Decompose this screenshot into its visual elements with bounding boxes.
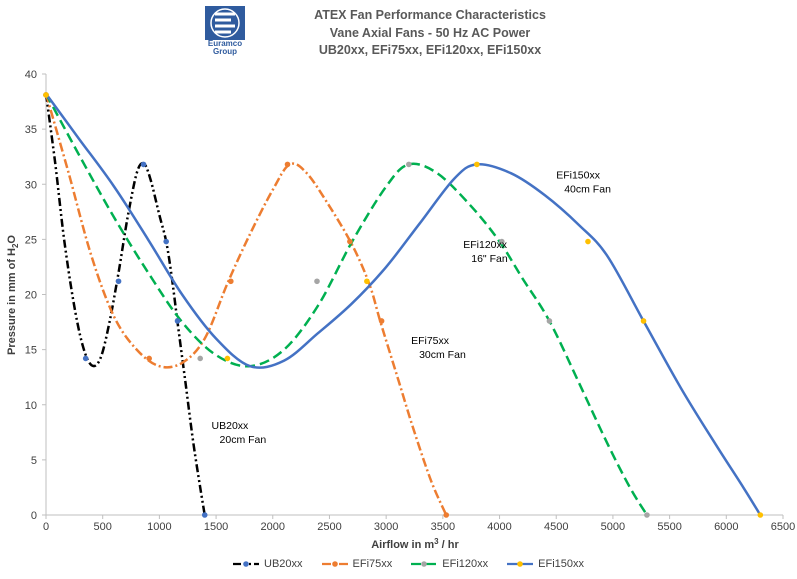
x-tick-label: 5000	[601, 521, 625, 533]
data-point-ub20xx	[116, 278, 122, 284]
data-point-efi75xx	[228, 278, 234, 284]
data-point-efi120xx	[644, 512, 650, 518]
data-point-efi150xx	[474, 162, 480, 168]
legend-swatch-efi75xx	[321, 559, 349, 569]
data-point-ub20xx	[202, 512, 208, 518]
chart-annotations: UB20xx 20cm Fan EFi75xx 30cm Fan EFi120xx 16"…	[212, 170, 612, 446]
y-tick-label: 30	[25, 179, 37, 191]
annotation-1-line-0: EFi75xx	[411, 335, 450, 347]
legend-label-efi150xx: EFi150xx	[538, 558, 584, 570]
data-point-efi75xx	[379, 318, 385, 324]
x-tick-label: 3500	[431, 521, 455, 533]
legend-item-efi75xx: EFi75xx	[321, 558, 393, 570]
data-point-efi150xx	[43, 92, 49, 98]
series-line-efi150xx	[46, 94, 760, 515]
data-point-efi150xx	[225, 356, 231, 362]
legend-label-ub20xx: UB20xx	[264, 558, 303, 570]
x-tick-label: 2500	[317, 521, 341, 533]
annotation-2-line-0: EFi120xx	[463, 239, 508, 251]
data-point-efi150xx	[585, 239, 591, 245]
x-tick-label: 4500	[544, 521, 568, 533]
legend-item-efi150xx: EFi150xx	[506, 558, 584, 570]
data-point-efi150xx	[364, 278, 370, 284]
y-tick-label: 35	[25, 124, 37, 136]
chart-markers	[43, 92, 763, 518]
data-point-ub20xx	[163, 239, 169, 245]
data-point-ub20xx	[141, 162, 147, 168]
x-tick-label: 6000	[714, 521, 738, 533]
data-point-efi120xx	[406, 162, 412, 168]
data-point-ub20xx	[83, 356, 89, 362]
data-point-ub20xx	[175, 318, 181, 324]
data-point-efi75xx	[146, 356, 152, 362]
chart-curves	[46, 94, 760, 515]
data-point-efi150xx	[758, 512, 764, 518]
legend-label-efi75xx: EFi75xx	[353, 558, 393, 570]
series-line-ub20xx	[46, 94, 205, 515]
annotation-0-line-1: 20cm Fan	[220, 434, 267, 446]
legend-swatch-efi150xx	[506, 559, 534, 569]
x-tick-label: 1000	[147, 521, 171, 533]
y-tick-label: 40	[25, 69, 37, 81]
series-line-efi75xx	[46, 94, 446, 515]
x-axis-title: Airflow in m3 / hr	[371, 537, 459, 551]
x-tick-label: 5500	[657, 521, 681, 533]
legend-item-efi120xx: EFi120xx	[410, 558, 488, 570]
legend-swatch-efi120xx	[410, 559, 438, 569]
legend-label-efi120xx: EFi120xx	[442, 558, 488, 570]
y-tick-label: 10	[25, 400, 37, 412]
data-point-efi75xx	[347, 239, 353, 245]
chart-legend: UB20xx EFi75xx EFi120xx EFi150xx	[232, 558, 584, 570]
x-tick-label: 500	[94, 521, 112, 533]
annotation-1-line-1: 30cm Fan	[419, 349, 466, 361]
series-line-efi120xx	[46, 94, 647, 515]
legend-swatch-ub20xx	[232, 559, 260, 569]
x-tick-label: 3000	[374, 521, 398, 533]
legend-item-ub20xx: UB20xx	[232, 558, 303, 570]
x-tick-label: 2000	[261, 521, 285, 533]
data-point-efi120xx	[547, 318, 553, 324]
y-axis-title: Pressure in mm of H2O	[6, 235, 20, 355]
annotation-3-line-0: EFi150xx	[556, 170, 601, 182]
y-tick-label: 20	[25, 290, 37, 302]
data-point-efi120xx	[197, 356, 203, 362]
x-tick-label: 4000	[487, 521, 511, 533]
y-tick-label: 0	[31, 510, 37, 522]
annotation-3-line-1: 40cm Fan	[564, 184, 611, 196]
x-tick-label: 0	[43, 521, 49, 533]
annotation-2-line-1: 16" Fan	[471, 253, 508, 265]
data-point-efi120xx	[314, 278, 320, 284]
y-tick-label: 15	[25, 345, 37, 357]
chart-axes: 0 500 1000 1500 2000 2500 3000 3500 4000 4500 5000…	[25, 69, 795, 533]
y-tick-label: 5	[31, 455, 37, 467]
x-tick-label: 6500	[771, 521, 795, 533]
x-tick-label: 1500	[204, 521, 228, 533]
data-point-efi75xx	[443, 512, 449, 518]
y-tick-label: 25	[25, 234, 37, 246]
annotation-0-line-0: UB20xx	[212, 420, 250, 432]
data-point-efi150xx	[641, 318, 647, 324]
data-point-efi75xx	[285, 162, 291, 168]
